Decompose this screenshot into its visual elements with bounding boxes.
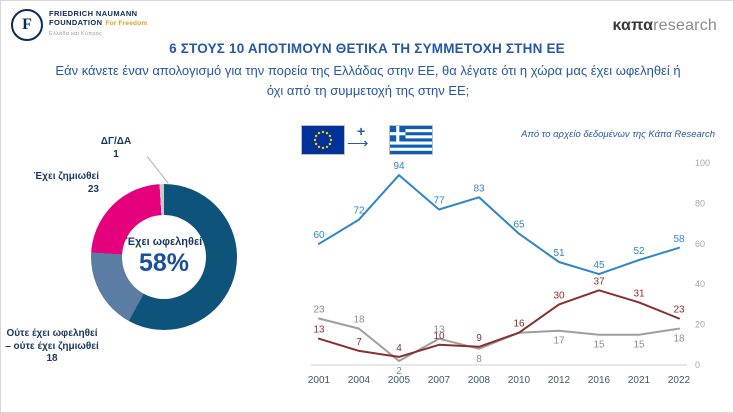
line-chart: 100 80 60 40 20 0 2001 2004 2005 2007 2008 2010 2012… xyxy=(297,151,725,402)
donut-center-label: Έχει ωφεληθεί xyxy=(125,236,203,248)
svg-text:60: 60 xyxy=(695,239,705,249)
svg-text:2005: 2005 xyxy=(388,375,411,386)
kapa-logo-bold: καπα xyxy=(612,17,654,34)
fnf-tagline: For Freedom xyxy=(105,19,148,27)
svg-text:15: 15 xyxy=(633,340,645,351)
svg-text:65: 65 xyxy=(513,220,525,231)
greek-flag-icon xyxy=(389,125,433,155)
svg-text:2004: 2004 xyxy=(348,375,371,386)
svg-text:10: 10 xyxy=(433,331,445,342)
svg-text:100: 100 xyxy=(695,158,710,168)
donut-hole: Έχει ωφεληθεί 58% xyxy=(122,215,206,299)
svg-text:2012: 2012 xyxy=(548,375,571,386)
svg-text:31: 31 xyxy=(633,288,645,299)
svg-text:23: 23 xyxy=(313,305,325,316)
svg-text:2010: 2010 xyxy=(508,375,531,386)
svg-text:72: 72 xyxy=(353,206,365,217)
svg-text:18: 18 xyxy=(673,334,685,345)
fnf-foundation-text: FOUNDATION xyxy=(49,17,103,27)
svg-text:2022: 2022 xyxy=(668,375,691,386)
svg-text:15: 15 xyxy=(593,340,605,351)
svg-text:40: 40 xyxy=(695,279,705,289)
svg-text:2007: 2007 xyxy=(428,375,451,386)
svg-text:51: 51 xyxy=(553,248,565,259)
svg-text:2021: 2021 xyxy=(628,375,651,386)
svg-text:7: 7 xyxy=(356,337,362,348)
fnf-line1: FRIEDRICH NAUMANN xyxy=(49,9,138,18)
svg-text:60: 60 xyxy=(313,230,325,241)
neither-label: Ούτε έχει ωφεληθεί – ούτε έχει ζημιωθεί xyxy=(5,328,99,352)
fnf-logo: F FRIEDRICH NAUMANN FOUNDATION For Freedo… xyxy=(11,9,147,41)
fnf-wordmark: FRIEDRICH NAUMANN FOUNDATION For Freedom … xyxy=(49,9,147,38)
donut-label-harmed: Έχει ζημιωθεί 23 xyxy=(11,171,99,196)
dgda-leader-line xyxy=(147,156,169,184)
dgda-label: ΔΓ/ΔΑ xyxy=(100,136,132,147)
fnf-office-text: Ελλάδα και Κύπρος xyxy=(49,31,103,38)
page-title: 6 ΣΤΟΥΣ 10 ΑΠΟΤΙΜΟΥΝ ΘΕΤΙΚΑ ΤΗ ΣΥΜΜΕΤΟΧΗ… xyxy=(169,41,565,56)
donut-label-dgda: ΔΓ/ΔΑ 1 xyxy=(87,136,145,161)
kapa-logo-light: research xyxy=(653,17,717,34)
svg-text:58: 58 xyxy=(673,234,685,245)
donut-center-value: 58% xyxy=(138,249,190,277)
harmed-label: Έχει ζημιωθεί xyxy=(33,171,99,182)
svg-text:37: 37 xyxy=(593,276,605,287)
donut-chart: Έχει ωφεληθεί 58% xyxy=(91,184,237,330)
arrow-right-icon: ⟶ xyxy=(347,135,369,152)
page-subtitle: Εάν κάνετε έναν απολογισμό για την πορεί… xyxy=(55,63,681,98)
line-chart-svg: 100 80 60 40 20 0 2001 2004 2005 2007 2008 2010 2012… xyxy=(308,158,710,386)
svg-text:4: 4 xyxy=(396,343,402,354)
svg-text:2: 2 xyxy=(396,366,402,377)
svg-text:45: 45 xyxy=(593,260,605,271)
svg-text:52: 52 xyxy=(633,246,645,257)
plus-icon: + xyxy=(357,123,366,139)
eu-flag-icon xyxy=(301,125,345,155)
kapa-research-logo: καπαresearch xyxy=(612,17,717,35)
svg-text:17: 17 xyxy=(553,336,565,347)
svg-text:2016: 2016 xyxy=(588,375,611,386)
svg-text:94: 94 xyxy=(393,161,405,172)
svg-text:0: 0 xyxy=(695,360,700,370)
fnf-monogram-icon: F xyxy=(11,9,43,41)
svg-text:13: 13 xyxy=(433,325,445,336)
svg-text:13: 13 xyxy=(313,325,325,336)
svg-text:18: 18 xyxy=(353,315,365,326)
neither-value: 18 xyxy=(46,353,58,364)
donut-label-neither: Ούτε έχει ωφεληθεί – ούτε έχει ζημιωθεί … xyxy=(3,328,101,366)
svg-text:23: 23 xyxy=(673,305,685,316)
fnf-line2: FOUNDATION For Freedom xyxy=(49,17,148,28)
svg-text:83: 83 xyxy=(473,183,485,194)
dgda-value: 1 xyxy=(113,148,119,160)
svg-text:77: 77 xyxy=(433,195,445,206)
svg-text:2008: 2008 xyxy=(468,375,491,386)
source-note: Από το αρχείο δεδομένων της Κάπα Researc… xyxy=(521,129,715,140)
harmed-value: 23 xyxy=(87,183,99,195)
svg-text:30: 30 xyxy=(553,290,565,301)
svg-text:2001: 2001 xyxy=(308,375,331,386)
svg-text:8: 8 xyxy=(476,354,482,365)
svg-text:80: 80 xyxy=(695,198,705,208)
svg-text:16: 16 xyxy=(513,319,525,330)
svg-text:20: 20 xyxy=(695,320,705,330)
svg-text:9: 9 xyxy=(476,333,482,344)
